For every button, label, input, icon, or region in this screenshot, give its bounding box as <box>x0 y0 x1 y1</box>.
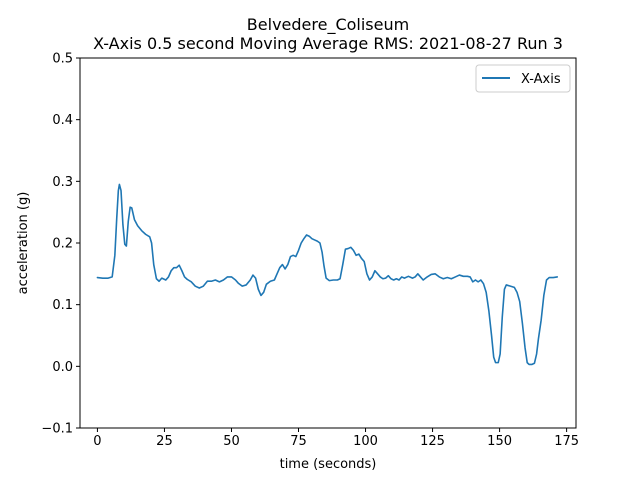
plot-frame <box>79 57 577 429</box>
x-tick-label: 175 <box>554 434 579 449</box>
y-tick-label: 0.1 <box>52 298 73 313</box>
chart-title-line1: Belvedere_Coliseum <box>247 15 409 35</box>
x-tick-label: 150 <box>487 434 512 449</box>
x-tick-label: 75 <box>290 434 307 449</box>
chart-title-line2: X-Axis 0.5 second Moving Average RMS: 20… <box>93 34 563 53</box>
y-tick-label: 0.3 <box>52 175 73 190</box>
chart-title: Belvedere_Coliseum X-Axis 0.5 second Mov… <box>93 15 563 53</box>
x-tick-label: 25 <box>156 434 173 449</box>
y-axis-label: acceleration (g) <box>16 192 31 295</box>
x-tick-label: 0 <box>93 434 101 449</box>
y-tick-label: −0.1 <box>41 422 73 437</box>
x-tick-label: 50 <box>223 434 240 449</box>
series-line-x-axis <box>96 183 559 366</box>
plot-lines <box>96 183 559 366</box>
x-axis-label: time (seconds) <box>280 457 377 472</box>
legend: X-Axis <box>475 64 571 93</box>
y-tick-label: 0.5 <box>52 52 73 67</box>
x-tick-label: 100 <box>353 434 378 449</box>
y-tick-label: 0.2 <box>52 237 73 252</box>
y-tick-label: 0.4 <box>52 113 73 128</box>
x-axis-ticks: 0 25 50 75 100 125 150 175 <box>93 428 579 449</box>
y-tick-label: 0.0 <box>52 360 73 375</box>
y-axis-ticks: −0.1 0.0 0.1 0.2 0.3 0.4 0.5 <box>41 52 80 437</box>
legend-box <box>475 64 571 93</box>
x-tick-label: 125 <box>420 434 445 449</box>
legend-label-x-axis: X-Axis <box>521 72 561 87</box>
